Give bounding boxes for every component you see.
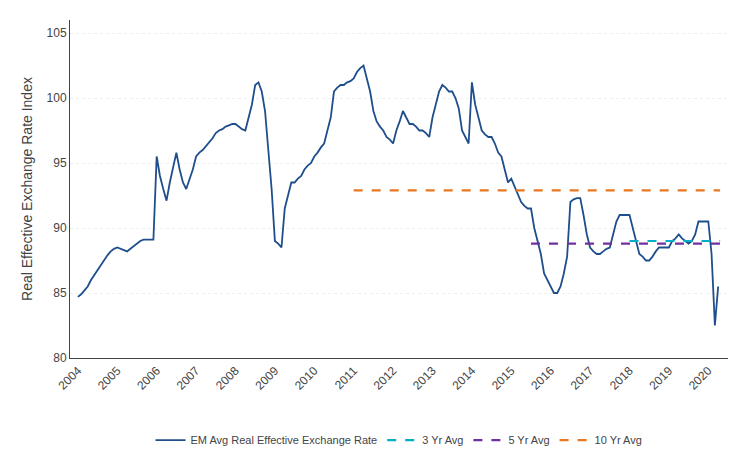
svg-text:2014: 2014: [449, 364, 478, 393]
svg-text:2009: 2009: [252, 364, 281, 393]
svg-text:2010: 2010: [292, 364, 321, 393]
svg-text:105: 105: [47, 26, 67, 40]
svg-text:2017: 2017: [568, 364, 597, 393]
svg-text:2012: 2012: [371, 364, 400, 393]
svg-text:2007: 2007: [174, 364, 203, 393]
svg-text:10 Yr Avg: 10 Yr Avg: [595, 434, 642, 446]
svg-text:2008: 2008: [213, 364, 242, 393]
svg-text:2005: 2005: [95, 364, 124, 393]
svg-text:2015: 2015: [489, 364, 518, 393]
svg-text:2020: 2020: [686, 364, 715, 393]
svg-text:90: 90: [53, 221, 67, 235]
svg-text:95: 95: [53, 156, 67, 170]
svg-text:2019: 2019: [646, 364, 675, 393]
svg-text:80: 80: [53, 351, 67, 365]
svg-text:2013: 2013: [410, 364, 439, 393]
svg-text:5 Yr Avg: 5 Yr Avg: [508, 434, 549, 446]
svg-text:Real Effective Exchange Rate I: Real Effective Exchange Rate Index: [19, 77, 35, 301]
svg-text:EM Avg Real Effective Exchange: EM Avg Real Effective Exchange Rate: [191, 434, 378, 446]
svg-text:2016: 2016: [528, 364, 557, 393]
svg-text:2004: 2004: [55, 364, 84, 393]
svg-text:2011: 2011: [332, 364, 360, 392]
svg-text:2006: 2006: [134, 364, 163, 393]
svg-text:3 Yr Avg: 3 Yr Avg: [422, 434, 463, 446]
svg-text:100: 100: [47, 91, 67, 105]
svg-text:2018: 2018: [607, 364, 636, 393]
svg-text:85: 85: [53, 286, 67, 300]
